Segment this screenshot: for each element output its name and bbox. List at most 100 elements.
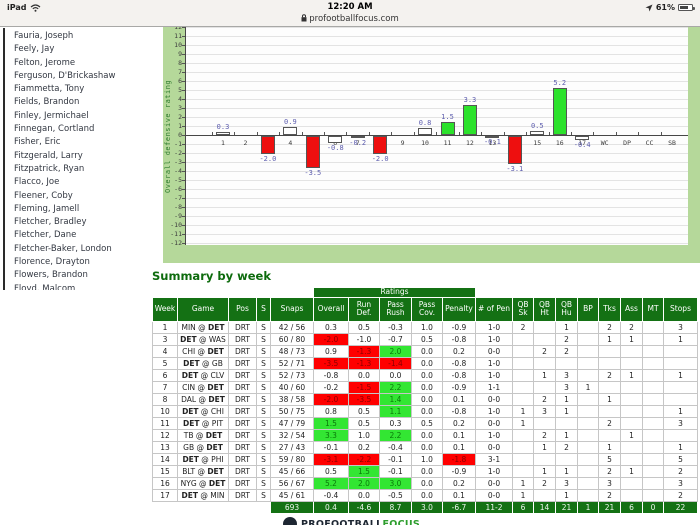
rating-cell: -0.7	[379, 332, 412, 346]
stat-cell	[512, 380, 534, 394]
gridline	[185, 225, 688, 226]
player-list-item[interactable]: Finley, Jermichael	[14, 110, 89, 121]
rating-cell: 0.0	[411, 368, 443, 382]
rating-cell: -2.2	[348, 452, 380, 466]
y-tick-label: 6	[178, 77, 182, 85]
rating-cell: 0.5	[411, 416, 443, 430]
player-list-item[interactable]: Fleener, Coby	[14, 190, 73, 201]
x-tick-mark	[211, 132, 213, 135]
player-list-item[interactable]: Fiammetta, Tony	[14, 84, 85, 95]
snaps-cell: 45 / 66	[270, 464, 314, 478]
header-spacer	[153, 288, 178, 298]
y-tick-mark	[182, 45, 185, 46]
penalty-count-cell: 1-0	[475, 464, 513, 478]
stat-cell	[620, 344, 643, 358]
pos-cell: DRT	[228, 404, 257, 418]
stat-cell: 1	[512, 416, 534, 430]
game-cell: DET @ PHI	[177, 452, 229, 466]
penalty-count-cell: 0-0	[475, 440, 513, 454]
stat-cell	[533, 356, 556, 370]
status-bar: iPad 12:20 AM profootballfocus.com 61%	[0, 0, 700, 27]
rating-cell: -1.4	[379, 356, 412, 370]
pos-cell: DRT	[228, 320, 257, 334]
address-bar[interactable]: profootballfocus.com	[0, 14, 700, 25]
x-tick-label: 10	[421, 139, 429, 147]
stat-cell	[620, 404, 643, 418]
snaps-cell: 60 / 80	[270, 332, 314, 346]
gridline	[185, 117, 688, 118]
player-list-item[interactable]: Ferguson, D'Brickashaw	[14, 70, 116, 81]
gridline	[185, 54, 688, 55]
stat-cell	[533, 416, 556, 430]
x-tick-mark	[660, 132, 662, 135]
header-spacer	[556, 288, 578, 298]
snaps-cell: 47 / 79	[270, 416, 314, 430]
chart-bar	[350, 136, 365, 138]
stat-cell	[642, 440, 664, 454]
stat-cell: 3	[533, 404, 556, 418]
column-header: Game	[177, 296, 229, 322]
player-list-item[interactable]: Fields, Brandon	[14, 97, 80, 108]
x-tick-label: 13	[488, 139, 497, 147]
week-cell: 11	[152, 416, 178, 430]
stat-cell	[642, 332, 664, 346]
player-list-item[interactable]: Flacco, Joe	[14, 177, 60, 188]
total-cell: 14	[533, 500, 556, 514]
rating-cell: -0.4	[379, 440, 412, 454]
rating-cell: 0.9	[313, 344, 349, 358]
total-spacer	[178, 501, 229, 513]
rating-cell: 1.5	[348, 464, 380, 478]
rating-cell: 0.0	[411, 464, 443, 478]
snaps-cell: 50 / 75	[270, 404, 314, 418]
stat-cell	[642, 392, 664, 406]
stat-cell: 1	[577, 380, 599, 394]
player-list-item[interactable]: Fitzpatrick, Ryan	[14, 163, 85, 174]
bar-value-label: -3.1	[506, 164, 524, 173]
player-list-item[interactable]: Fleming, Jamell	[14, 203, 80, 214]
player-list-item[interactable]: Felton, Jerome	[14, 57, 76, 68]
header-spacer	[599, 288, 621, 298]
player-list-item[interactable]: Feely, Jay	[14, 44, 55, 55]
bar-value-label: 5.2	[553, 79, 567, 88]
stat-cell	[512, 332, 534, 346]
wifi-icon	[30, 3, 40, 12]
stat-cell	[577, 356, 599, 370]
game-cell: NYG @ DET	[177, 476, 229, 490]
player-list-item[interactable]: Fletcher, Dane	[14, 230, 77, 241]
y-tick-label: 8	[178, 59, 182, 67]
week-cell: 5	[152, 356, 178, 370]
stat-cell: 1	[533, 440, 556, 454]
x-tick-mark	[503, 132, 505, 135]
rating-cell: -0.8	[313, 368, 349, 382]
player-list-item[interactable]: Floyd, Malcom	[14, 283, 76, 290]
stat-cell: 2	[533, 392, 556, 406]
chart-bar	[485, 136, 500, 138]
table-row: 7 CIN @ DET DRT S 40 / 60 -0.2 -1.5 2.2 0.0 -0.9 1…	[152, 380, 698, 394]
game-cell: DET @ WAS	[177, 332, 229, 346]
snaps-cell: 48 / 73	[270, 344, 314, 358]
column-header: Pass Cov.	[411, 296, 443, 322]
stat-cell	[512, 356, 534, 370]
player-list-item[interactable]: Florence, Drayton	[14, 257, 90, 268]
stat-cell: 2	[533, 344, 556, 358]
player-list-item[interactable]: Flowers, Brandon	[14, 270, 88, 281]
week-cell: 12	[152, 428, 178, 442]
y-tick-mark	[182, 153, 185, 154]
y-tick-mark	[182, 189, 185, 190]
bar-value-label: 0.9	[284, 117, 297, 126]
player-list-item[interactable]: Fletcher-Baker, London	[14, 243, 112, 254]
stat-cell	[642, 452, 664, 466]
player-list-item[interactable]: Fitzgerald, Larry	[14, 150, 83, 161]
bar-value-label: -2.0	[371, 155, 389, 163]
x-tick-mark	[413, 132, 415, 135]
rating-cell: 0.0	[411, 356, 443, 370]
bar-value-label: -0.1	[483, 137, 501, 146]
player-list-item[interactable]: Fletcher, Bradley	[14, 217, 87, 228]
player-list-item[interactable]: Finnegan, Cortland	[14, 124, 95, 135]
player-list-item[interactable]: Fauria, Joseph	[14, 31, 74, 41]
player-list-item[interactable]: Fisher, Eric	[14, 137, 61, 148]
snaps-cell: 38 / 58	[270, 392, 314, 406]
column-header: QB Sk	[512, 296, 534, 322]
rating-cell: 1.1	[379, 404, 412, 418]
chart-bar	[260, 136, 275, 154]
